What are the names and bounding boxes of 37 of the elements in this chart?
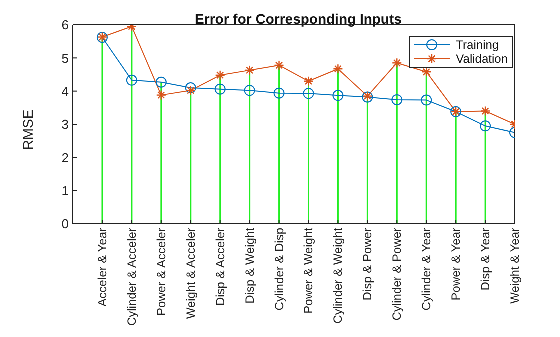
x-tick-label: Disp & Power	[360, 228, 375, 301]
x-tick-label: Cylinder & Weight	[331, 227, 346, 324]
point	[185, 82, 196, 94]
y-tick-label: 2	[62, 150, 69, 166]
point	[480, 120, 492, 132]
y-tick-label: 3	[62, 117, 69, 132]
point	[156, 76, 167, 88]
x-tick-label: Disp & Year	[478, 228, 493, 291]
point	[421, 94, 432, 106]
chart-title: Error for Corresponding Inputs	[194, 11, 403, 27]
x-tick-label: Weight & Year	[508, 228, 522, 304]
x-tick-label: Cylinder & Power	[390, 228, 404, 321]
point	[126, 74, 138, 86]
x-tick-label: Disp & Acceler	[213, 228, 228, 306]
legend-label: Validation	[456, 52, 508, 66]
point	[392, 94, 403, 106]
x-tick-label: Weight & Acceler	[184, 228, 198, 320]
point	[214, 84, 226, 95]
x-tick-label: Power & Acceler	[154, 228, 168, 316]
legend-label: Training	[456, 38, 500, 52]
point	[244, 85, 256, 96]
x-tick-label: Power & Year	[449, 228, 464, 301]
x-tick-label: Cylinder & Acceler	[124, 228, 139, 326]
point	[332, 90, 344, 102]
y-tick-label: 0	[62, 216, 69, 232]
point	[303, 88, 314, 100]
x-tick-label: Power & Weight	[302, 227, 316, 314]
y-tick-label: 5	[62, 50, 69, 66]
y-tick-label: 1	[62, 183, 69, 198]
x-tick-label: Disp & Weight	[242, 227, 257, 304]
y-tick-label: 6	[62, 18, 69, 33]
y-axis-title: RMSE	[20, 110, 36, 150]
y-tick-label: 4	[62, 84, 69, 99]
point	[274, 88, 285, 99]
x-tick-label: Acceler & Year	[95, 228, 110, 307]
x-tick-label: Cylinder & Year	[420, 228, 434, 311]
x-tick-label: Cylinder & Disp	[272, 228, 286, 311]
